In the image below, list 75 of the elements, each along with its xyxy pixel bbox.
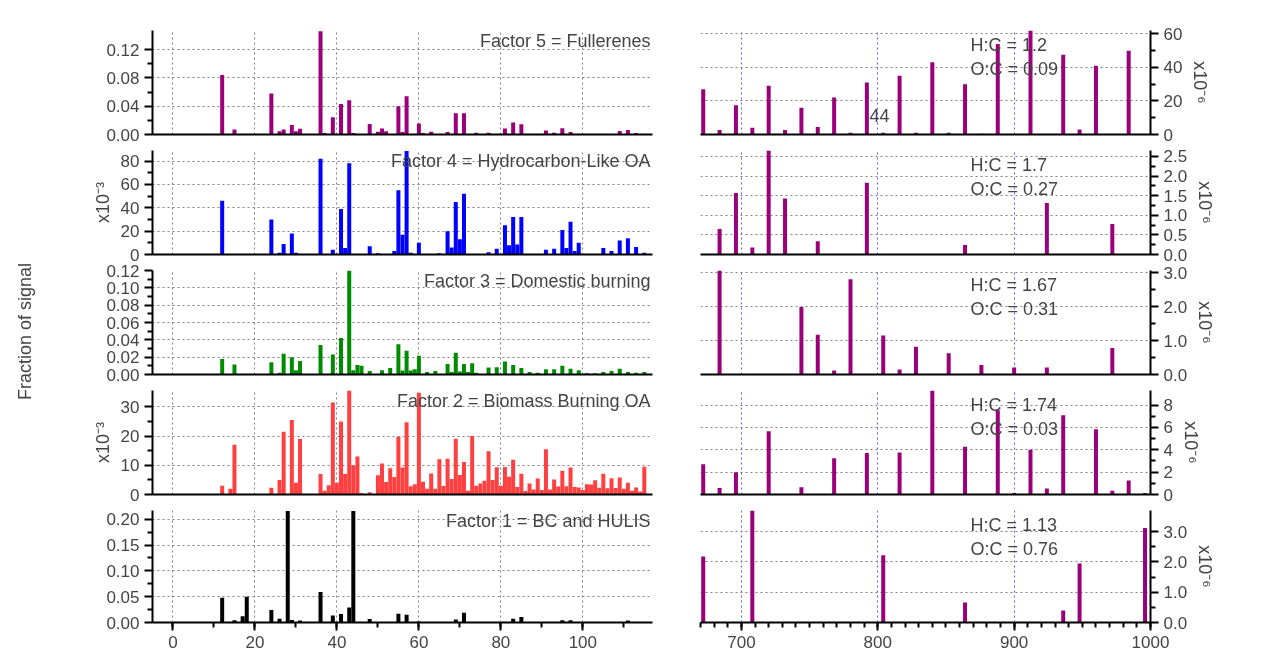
y-tick-label: 0.05	[106, 587, 140, 607]
y-tick-label: 10	[120, 456, 140, 476]
y2-tick-label: 0.0	[1163, 245, 1188, 265]
chart-title: Factor 3 = Domestic burning	[423, 270, 651, 291]
y-tick-label: 30	[120, 397, 140, 417]
y2-tick-label: 3.0	[1163, 522, 1188, 542]
y2-axis-title: x10⁻⁶	[1195, 545, 1216, 588]
x-tick-label: 0	[168, 632, 178, 652]
x-tick-label: 700	[727, 632, 756, 652]
y2-tick-label: 4	[1163, 440, 1173, 460]
y2-tick-label: 1.0	[1163, 583, 1188, 603]
y-tick-label: 0.00	[106, 613, 140, 633]
y2-tick-label: 20	[1163, 91, 1183, 111]
y2-tick-label: 1.5	[1163, 186, 1188, 206]
y2-tick-label: 1.0	[1163, 331, 1188, 351]
y2-tick-label: 2.5	[1163, 147, 1188, 167]
y2-tick-label: 0.0	[1163, 365, 1188, 385]
x-tick-label: 900	[999, 632, 1029, 652]
y2-tick-label: 2.0	[1163, 167, 1188, 187]
y-axis-title: x10⁻³	[92, 181, 113, 224]
y-tick-label: 0.04	[106, 330, 140, 350]
x-tick-label: 100	[568, 632, 598, 652]
chart-title: Factor 1 = BC and HULIS	[445, 510, 651, 531]
y-tick-label: 0.00	[106, 365, 140, 385]
y-axis-title: Fraction of signal	[14, 262, 35, 401]
y2-tick-label: 2.0	[1163, 552, 1188, 572]
y2-axis-title: x10⁻⁶	[1180, 421, 1201, 464]
chart-title: Factor 5 = Fullerenes	[479, 30, 651, 51]
y-tick-label: 0.08	[106, 68, 140, 88]
y2-axis-title: x10⁻⁶	[1195, 181, 1216, 224]
x-tick-label: 800	[863, 632, 892, 652]
y-tick-label: 20	[120, 222, 140, 242]
y2-tick-label: 40	[1163, 58, 1183, 78]
y-tick-label: 0.04	[106, 97, 140, 117]
y-tick-label: 0.10	[106, 278, 140, 298]
y2-tick-label: 0	[1163, 125, 1173, 145]
y2-tick-label: 3.0	[1163, 263, 1188, 283]
y-tick-label: 60	[120, 175, 140, 195]
y-tick-label: 0.20	[106, 510, 140, 530]
x-tick-label: 80	[491, 632, 511, 652]
y2-tick-label: 1.0	[1163, 206, 1188, 226]
y2-axis-title: x10⁻⁶	[1195, 301, 1216, 344]
y2-tick-label: 0.5	[1163, 225, 1188, 245]
y-tick-label: 0.02	[106, 348, 140, 368]
y-tick-label: 0.08	[106, 296, 140, 316]
y-tick-label: 0.06	[106, 313, 140, 333]
y2-axis-title: x10⁻⁶	[1190, 61, 1211, 104]
x-tick-label: 60	[409, 632, 429, 652]
y-tick-label: 0.15	[106, 536, 140, 556]
x-tick-label: 40	[327, 632, 347, 652]
y2-tick-label: 2.0	[1163, 297, 1188, 317]
y-tick-label: 0	[130, 485, 140, 505]
annotation: 44	[869, 106, 890, 127]
y2-tick-label: 0.0	[1163, 613, 1188, 633]
y2-tick-label: 2	[1163, 463, 1173, 483]
annotation: H:C = 1.67	[970, 274, 1058, 295]
y-axis-title: x10⁻³	[92, 421, 113, 464]
y2-tick-label: 6	[1163, 418, 1173, 438]
y2-tick-label: 60	[1163, 24, 1183, 44]
y2-tick-label: 0	[1163, 485, 1173, 505]
y-tick-label: 0.10	[106, 561, 140, 581]
annotation: O:C = 0.31	[970, 298, 1059, 319]
y-tick-label: 20	[120, 427, 140, 447]
y-tick-label: 40	[120, 198, 140, 218]
y2-tick-label: 8	[1163, 396, 1173, 416]
y-tick-label: 80	[120, 152, 140, 172]
annotation: O:C = 0.76	[970, 538, 1059, 559]
y-tick-label: 0.00	[106, 125, 140, 145]
y-tick-label: 0.12	[106, 40, 140, 60]
annotation: O:C = 0.27	[970, 178, 1059, 199]
x-tick-label: 1000	[1131, 632, 1170, 652]
x-tick-label: 20	[245, 632, 265, 652]
annotation: H:C = 1.7	[970, 154, 1048, 175]
annotation: H:C = 1.13	[970, 514, 1058, 535]
annotation: H:C = 1.74	[970, 394, 1058, 415]
